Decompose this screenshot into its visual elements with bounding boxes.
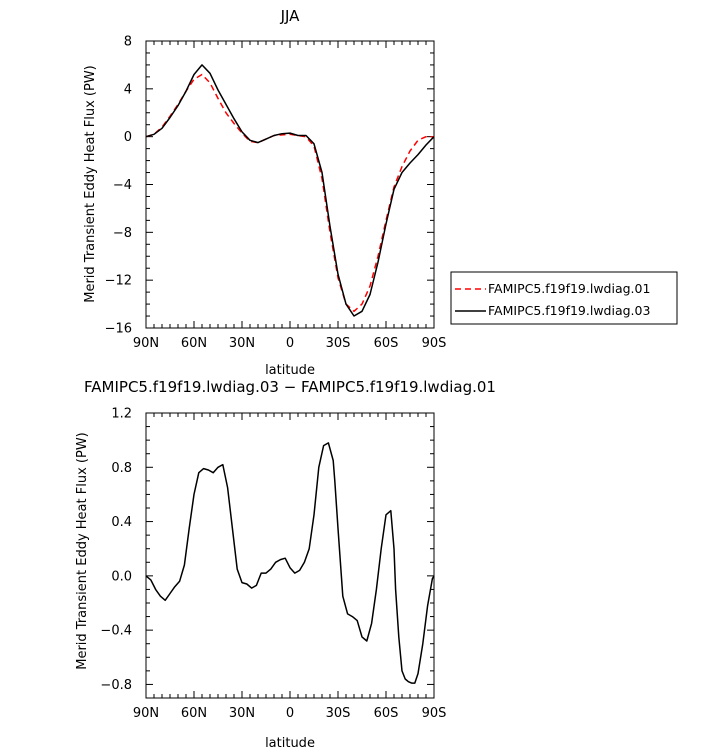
chart-top-ytick-label: 8 (124, 35, 132, 50)
chart-top-xtick-label: 90N (133, 336, 159, 351)
legend-top: FAMIPC5.f19f19.lwdiag.01 FAMIPC5.f19f19.… (450, 271, 678, 325)
chart-bottom-ytick-label: 0.0 (111, 569, 132, 584)
chart-bottom-xtick-label: 30S (326, 706, 351, 721)
chart-top-ytick-label: −4 (113, 178, 132, 193)
chart-top-series-line-1 (145, 73, 434, 313)
chart-bottom-ytick-label: 0.8 (111, 461, 132, 476)
chart-bottom-xtick-label: 90S (422, 706, 447, 721)
chart-bottom-ytick-label: 0.4 (111, 515, 132, 530)
chart-bottom-xtick-label: 0 (286, 706, 294, 721)
chart-top-ytick-label: −12 (105, 274, 132, 289)
chart-top-ylabel: Merid Transient Eddy Heat Flux (PW) (83, 65, 98, 303)
chart-bottom-xtick-label: 30N (229, 706, 255, 721)
chart-bottom-ytick-label: −0.4 (100, 624, 132, 639)
chart-top-ytick-label: −16 (105, 322, 132, 337)
legend-label-series-2: FAMIPC5.f19f19.lwdiag.03 (488, 303, 650, 318)
chart-top-ytick-label: −8 (113, 226, 132, 241)
chart-bottom-ytick-label: 1.2 (111, 407, 132, 422)
chart-top-xtick-label: 30S (326, 336, 351, 351)
chart-top-ytick-label: 4 (124, 82, 132, 97)
chart-top-title: JJA (280, 7, 301, 25)
chart-bottom: FAMIPC5.f19f19.lwdiag.03 − FAMIPC5.f19f1… (75, 378, 496, 751)
legend-label-series-1: FAMIPC5.f19f19.lwdiag.01 (488, 281, 650, 296)
chart-top-xlabel: latitude (265, 363, 315, 378)
chart-top-xtick-label: 30N (229, 336, 255, 351)
chart-top-xtick-label: 0 (286, 336, 294, 351)
chart-top-series-line-2 (145, 64, 435, 317)
chart-bottom-xlabel: latitude (265, 736, 315, 751)
chart-top-xtick-label: 60S (374, 336, 399, 351)
chart-bottom-xtick-label: 60S (374, 706, 399, 721)
chart-top: JJA latitude Merid Transient Eddy Heat F… (83, 7, 446, 378)
chart-bottom-series-line-1 (145, 442, 435, 684)
chart-bottom-plot-frame (145, 412, 435, 699)
chart-top-xtick-label: 60N (181, 336, 207, 351)
chart-bottom-xtick-label: 90N (133, 706, 159, 721)
chart-top-xtick-label: 90S (422, 336, 447, 351)
chart-bottom-ytick-label: −0.8 (100, 678, 132, 693)
chart-top-ytick-label: 0 (124, 130, 132, 145)
chart-bottom-ylabel: Merid Transient Eddy Heat Flux (PW) (75, 432, 90, 670)
chart-bottom-title: FAMIPC5.f19f19.lwdiag.03 − FAMIPC5.f19f1… (84, 378, 496, 396)
legend-box (450, 271, 678, 325)
chart-bottom-xtick-label: 60N (181, 706, 207, 721)
